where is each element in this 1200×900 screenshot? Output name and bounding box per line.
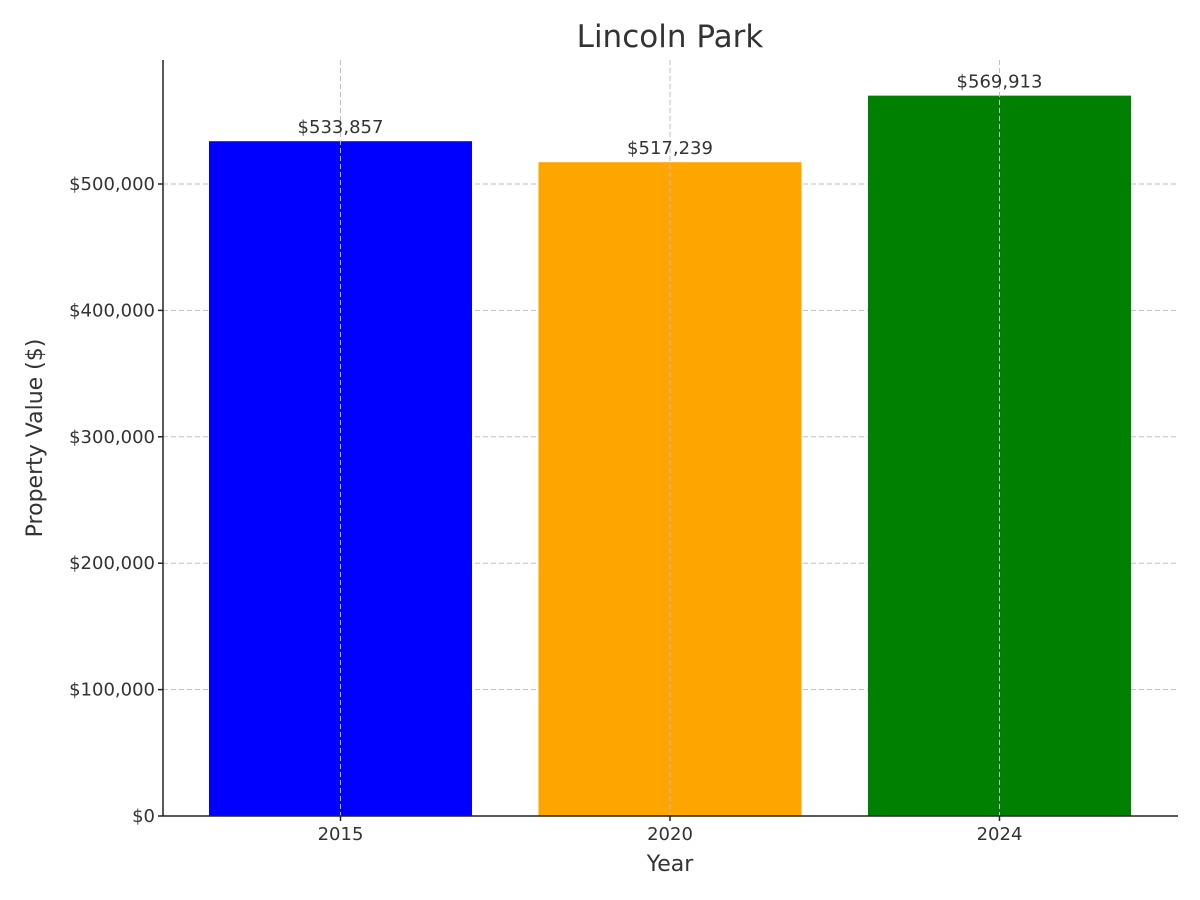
y-tick-label: $500,000 — [69, 174, 155, 195]
y-tick-label: $300,000 — [69, 427, 155, 448]
bar-value-label: $517,239 — [627, 138, 713, 159]
bar-value-labels: $533,857 $517,239 $569,913 — [298, 72, 1043, 160]
y-tick-label: $100,000 — [69, 680, 155, 701]
y-tick-label: $200,000 — [69, 553, 155, 574]
x-tick-label: 2024 — [977, 824, 1023, 845]
bar-value-label: $569,913 — [957, 72, 1043, 93]
bar-value-label: $533,857 — [298, 117, 384, 138]
x-tick-label: 2020 — [647, 824, 693, 845]
y-tick-label: $0 — [132, 806, 155, 827]
y-tick-label: $400,000 — [69, 300, 155, 321]
y-axis-label: Property Value ($) — [23, 339, 48, 538]
x-tick-label: 2015 — [318, 824, 364, 845]
chart-title: Lincoln Park — [577, 19, 764, 55]
x-axis-label: Year — [646, 852, 695, 877]
y-axis-ticks: $0 $100,000 $200,000 $300,000 $400,000 $500,0… — [69, 174, 163, 827]
x-axis-ticks: 2015 2020 2024 — [318, 816, 1023, 845]
vertical-grid-lines — [340, 60, 1000, 816]
